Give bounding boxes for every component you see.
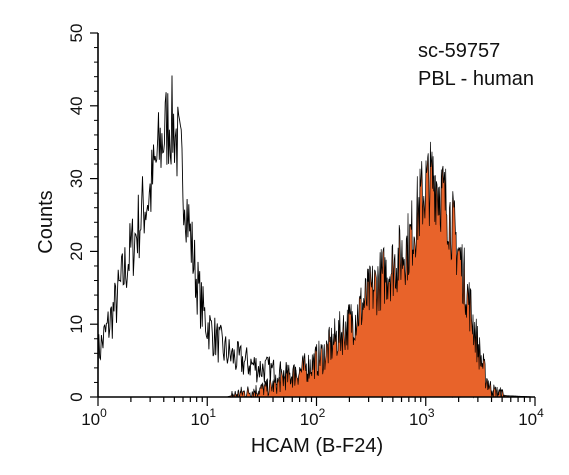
x-tick-label: 100 <box>81 406 107 429</box>
series-1-filled-histogram <box>226 141 511 398</box>
annotation-line-1: sc-59757 <box>418 40 500 62</box>
y-tick-label: 40 <box>67 96 86 115</box>
y-tick-labels: 0 10 20 30 40 50 <box>67 24 86 402</box>
annotation-line-2: PBL - human <box>418 68 534 90</box>
y-tick-label: 20 <box>67 242 86 261</box>
series-layer <box>97 75 535 399</box>
x-tick-label: 104 <box>518 406 544 429</box>
x-axis-title: HCAM (B-F24) <box>251 435 383 457</box>
plot-area: 100 101 102 103 104 0 10 20 30 40 50 <box>67 24 544 429</box>
x-tick-labels: 100 101 102 103 104 <box>81 406 544 429</box>
axes-layer <box>90 32 536 406</box>
y-tick-label: 30 <box>67 169 86 188</box>
x-tick-label: 101 <box>190 406 216 429</box>
x-tick-label: 103 <box>409 406 435 429</box>
y-tick-label: 0 <box>67 392 86 401</box>
y-tick-label: 10 <box>67 315 86 334</box>
y-tick-label: 50 <box>67 24 86 43</box>
x-tick-label: 102 <box>300 406 326 429</box>
y-axis-title: Counts <box>35 190 57 253</box>
